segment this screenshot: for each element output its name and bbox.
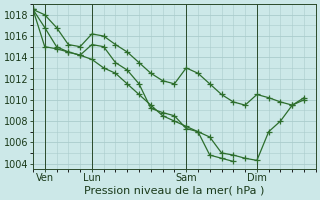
X-axis label: Pression niveau de la mer( hPa ): Pression niveau de la mer( hPa ) — [84, 186, 265, 196]
